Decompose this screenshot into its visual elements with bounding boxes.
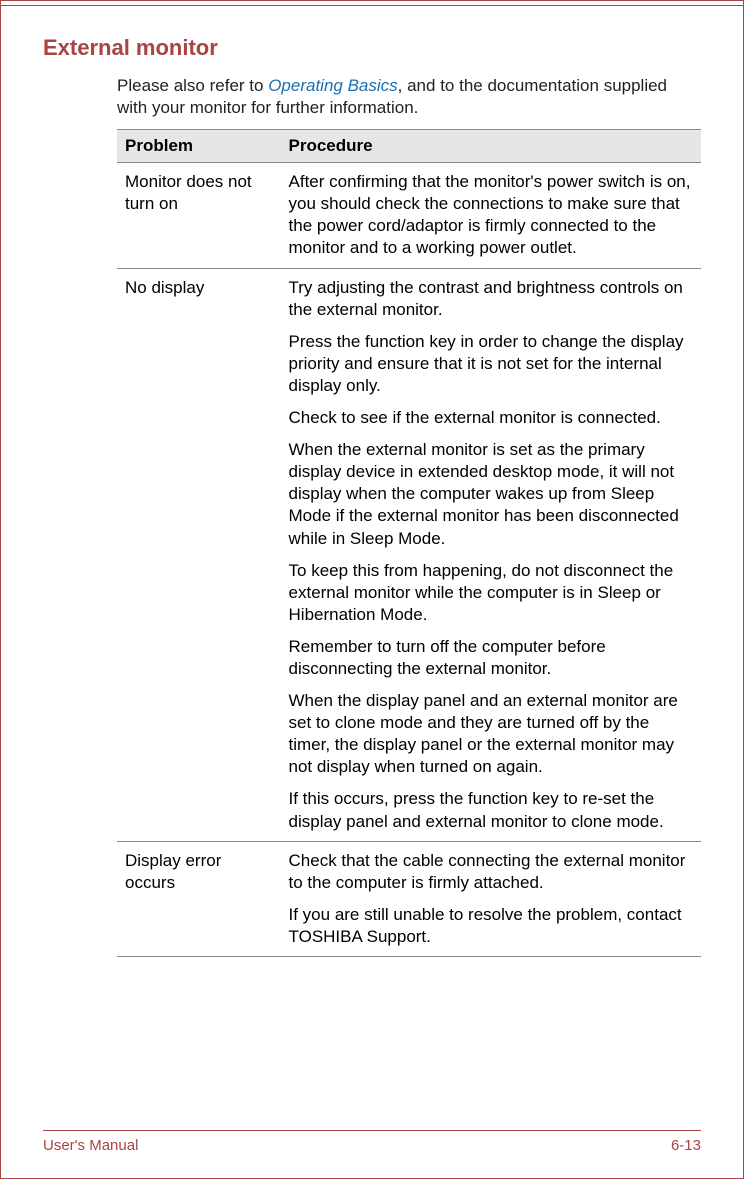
procedure-text: When the display panel and an external m… xyxy=(289,690,693,778)
col-procedure: Procedure xyxy=(281,130,701,163)
procedure-text: Try adjusting the contrast and brightnes… xyxy=(289,277,693,321)
intro-paragraph: Please also refer to Operating Basics, a… xyxy=(117,75,701,119)
procedure-text: If you are still unable to resolve the p… xyxy=(289,904,693,948)
operating-basics-link[interactable]: Operating Basics xyxy=(268,76,397,95)
procedure-text: After confirming that the monitor's powe… xyxy=(289,171,693,259)
procedure-cell: After confirming that the monitor's powe… xyxy=(281,163,701,268)
footer-right: 6-13 xyxy=(671,1137,701,1154)
intro-pre: Please also refer to xyxy=(117,76,268,95)
table-header-row: Problem Procedure xyxy=(117,130,701,163)
top-rule xyxy=(1,5,743,6)
problem-cell: Display error occurs xyxy=(117,841,281,956)
section-title: External monitor xyxy=(43,35,701,61)
procedure-cell: Try adjusting the contrast and brightnes… xyxy=(281,268,701,841)
manual-page: External monitor Please also refer to Op… xyxy=(0,0,744,1179)
procedure-cell: Check that the cable connecting the exte… xyxy=(281,841,701,956)
col-problem: Problem xyxy=(117,130,281,163)
troubleshoot-table: Problem Procedure Monitor does not turn … xyxy=(117,129,701,957)
table-row: Monitor does not turn on After confirmin… xyxy=(117,163,701,268)
footer-left: User's Manual xyxy=(43,1137,138,1154)
procedure-text: When the external monitor is set as the … xyxy=(289,439,693,549)
problem-cell: No display xyxy=(117,268,281,841)
procedure-text: Press the function key in order to chang… xyxy=(289,331,693,397)
procedure-text: If this occurs, press the function key t… xyxy=(289,788,693,832)
procedure-text: Check to see if the external monitor is … xyxy=(289,407,693,429)
page-footer: User's Manual 6-13 xyxy=(43,1130,701,1154)
table-row: No display Try adjusting the contrast an… xyxy=(117,268,701,841)
table-row: Display error occurs Check that the cabl… xyxy=(117,841,701,956)
procedure-text: Remember to turn off the computer before… xyxy=(289,636,693,680)
problem-cell: Monitor does not turn on xyxy=(117,163,281,268)
procedure-text: Check that the cable connecting the exte… xyxy=(289,850,693,894)
procedure-text: To keep this from happening, do not disc… xyxy=(289,560,693,626)
